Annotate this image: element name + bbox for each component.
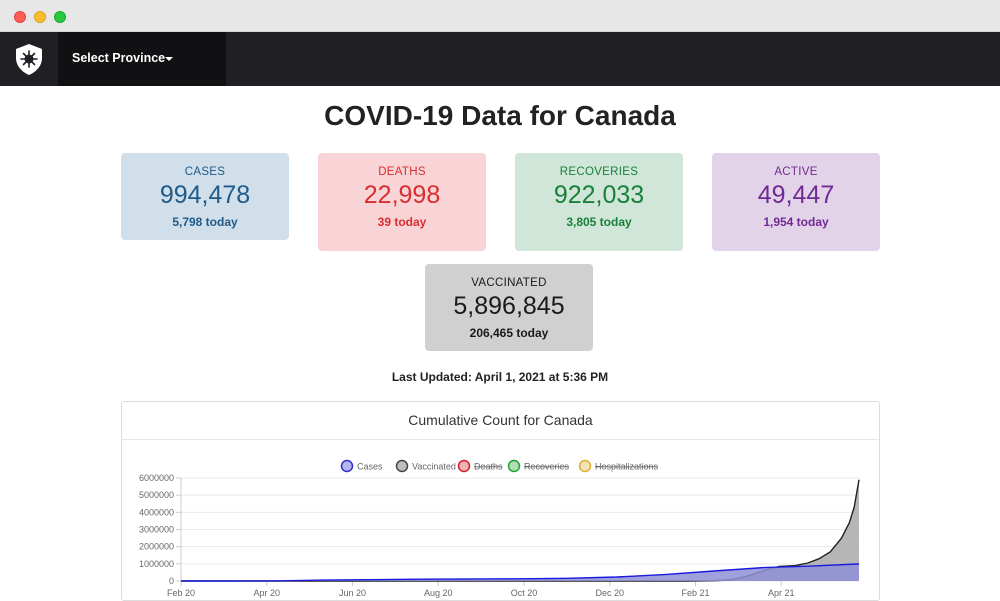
- page-title: COVID-19 Data for Canada: [324, 100, 676, 131]
- x-tick-label: Feb 20: [167, 588, 195, 598]
- legend-swatch: [457, 459, 471, 473]
- y-tick-label: 1000000: [139, 559, 174, 569]
- y-tick-label: 5000000: [139, 490, 174, 500]
- minimize-window-button[interactable]: [34, 11, 46, 23]
- y-tick-label: 6000000: [139, 473, 174, 483]
- series-line-cases: [180, 563, 860, 582]
- y-tick-label: 3000000: [139, 525, 174, 535]
- maximize-window-button[interactable]: [54, 11, 66, 23]
- window-titlebar: [0, 0, 1000, 32]
- x-tick-label: Apr 20: [253, 588, 280, 598]
- vaccinated-label: VACCINATED: [471, 277, 547, 289]
- x-tick-label: Apr 21: [768, 588, 795, 598]
- legend-swatch: [507, 459, 521, 473]
- deaths-card: DEATHS 22,998 39 today: [318, 153, 486, 251]
- legend-label: Hospitalizations: [595, 462, 659, 472]
- x-tick-label: Dec 20: [595, 588, 624, 598]
- cases-card: CASES 994,478 5,798 today: [121, 153, 289, 240]
- recoveries-value: 922,033: [553, 181, 645, 209]
- legend-label: Deaths: [474, 462, 503, 472]
- deaths-today: 39 today: [377, 215, 427, 229]
- chart-title: Cumulative Count for Canada: [122, 402, 879, 440]
- deaths-value: 22,998: [363, 181, 441, 209]
- y-tick-label: 2000000: [139, 542, 174, 552]
- recoveries-today: 3,805 today: [566, 215, 632, 229]
- select-province-label: Select Province: [72, 51, 166, 65]
- legend-label: Cases: [357, 462, 383, 472]
- active-card: ACTIVE 49,447 1,954 today: [712, 153, 880, 251]
- legend-swatch: [578, 459, 592, 473]
- cumulative-chart: Cases Vaccinated Deaths Recoveries Hospitali…: [139, 459, 860, 598]
- navbar: Select Province: [0, 32, 1000, 86]
- x-tick-label: Feb 21: [681, 588, 709, 598]
- legend-label: Vaccinated: [412, 462, 456, 472]
- caret-down-icon: [165, 57, 173, 61]
- legend-swatch: [340, 459, 354, 473]
- virus-shield-icon[interactable]: [12, 42, 46, 76]
- y-tick-label: 4000000: [139, 507, 174, 517]
- x-tick-label: Jun 20: [339, 588, 366, 598]
- deaths-label: DEATHS: [378, 166, 426, 178]
- legend-label: Recoveries: [524, 462, 570, 472]
- active-value: 49,447: [757, 181, 835, 209]
- cases-value: 994,478: [159, 181, 251, 209]
- select-province-dropdown[interactable]: Select Province: [58, 32, 226, 86]
- x-tick-label: Aug 20: [424, 588, 453, 598]
- cases-label: CASES: [184, 166, 226, 178]
- vaccinated-value: 5,896,845: [453, 292, 565, 320]
- active-today: 1,954 today: [763, 215, 829, 229]
- active-label: ACTIVE: [774, 166, 818, 178]
- chart-panel: Cumulative Count for Canada Cases Vaccina…: [121, 401, 880, 601]
- cases-today: 5,798 today: [172, 215, 238, 229]
- y-tick-label: 0: [169, 576, 174, 586]
- series-area-cases: [181, 563, 859, 581]
- legend-swatch: [395, 459, 409, 473]
- last-updated: Last Updated: April 1, 2021 at 5:36 PM: [391, 370, 609, 384]
- x-tick-label: Oct 20: [511, 588, 538, 598]
- recoveries-label: RECOVERIES: [559, 166, 639, 178]
- vaccinated-today: 206,465 today: [469, 326, 549, 340]
- close-window-button[interactable]: [14, 11, 26, 23]
- recoveries-card: RECOVERIES 922,033 3,805 today: [515, 153, 683, 251]
- vaccinated-card: VACCINATED 5,896,845 206,465 today: [425, 264, 593, 351]
